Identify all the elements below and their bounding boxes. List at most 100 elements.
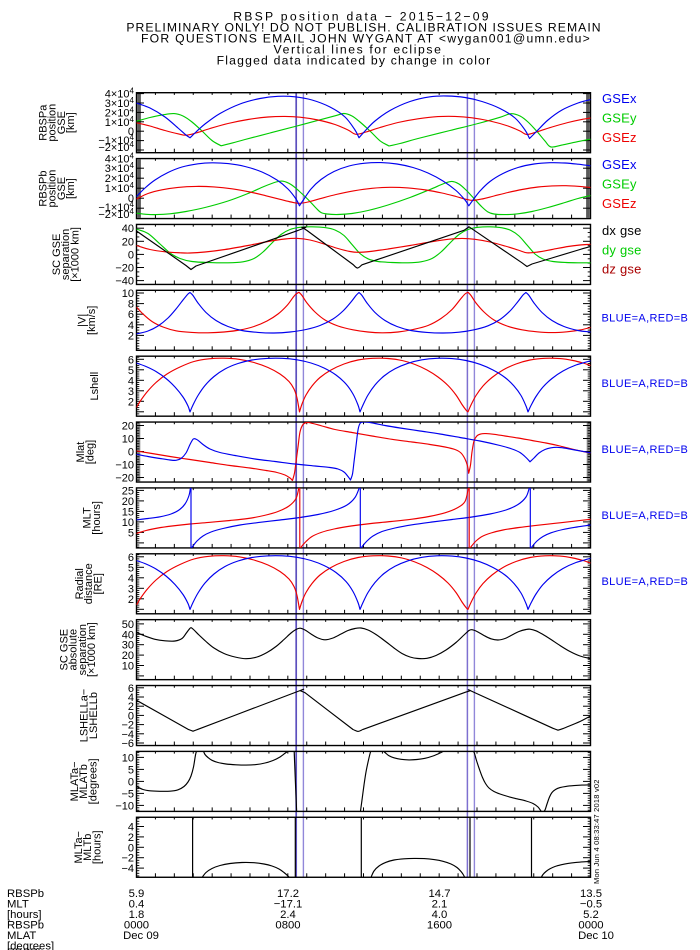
svg-text:3: 3 xyxy=(128,583,134,595)
svg-text:GSEy: GSEy xyxy=(602,111,637,126)
svg-text:20: 20 xyxy=(122,496,134,508)
svg-text:2: 2 xyxy=(128,832,134,844)
svg-text:4: 4 xyxy=(128,692,134,704)
svg-text:5: 5 xyxy=(128,562,134,574)
svg-text:30: 30 xyxy=(122,640,134,652)
svg-text:2: 2 xyxy=(128,330,134,342)
svg-text:40: 40 xyxy=(122,629,134,641)
svg-text:Dec 09: Dec 09 xyxy=(123,930,159,942)
svg-text:10: 10 xyxy=(122,517,134,529)
svg-text:SC GSE: SC GSE xyxy=(51,234,63,276)
svg-text:2.1: 2.1 xyxy=(432,899,448,911)
svg-text:0: 0 xyxy=(128,249,134,261)
svg-text:[km]: [km] xyxy=(65,178,77,199)
svg-text:RBSPa: RBSPa xyxy=(37,104,49,141)
svg-text:position: position xyxy=(47,170,59,208)
svg-text:RBSPb: RBSPb xyxy=(7,920,44,932)
svg-text:RBSPb: RBSPb xyxy=(7,888,44,900)
svg-text:RBSPb: RBSPb xyxy=(37,171,49,207)
svg-text:Dec 10: Dec 10 xyxy=(578,930,614,942)
svg-text:dy gse: dy gse xyxy=(602,242,642,257)
svg-text:0000: 0000 xyxy=(124,920,149,932)
svg-text:10: 10 xyxy=(122,661,134,673)
svg-text:position: position xyxy=(47,104,59,142)
svg-text:dz gse: dz gse xyxy=(602,262,642,277)
svg-text:BLUE=A,RED=B: BLUE=A,RED=B xyxy=(602,312,689,324)
svg-text:GSEx: GSEx xyxy=(602,157,637,172)
svg-text:GSE: GSE xyxy=(56,111,68,134)
svg-text:MLTa−: MLTa− xyxy=(73,831,85,864)
svg-text:Vertical lines for eclipse: Vertical lines for eclipse xyxy=(274,43,443,57)
svg-text:[hours]: [hours] xyxy=(7,909,42,921)
svg-text:MLTb: MLTb xyxy=(82,834,94,861)
svg-text:20: 20 xyxy=(122,236,134,248)
svg-text:−10: −10 xyxy=(115,800,134,812)
svg-text:−1×104: −1×104 xyxy=(98,133,134,147)
svg-text:separation: separation xyxy=(60,229,72,280)
svg-text:6: 6 xyxy=(128,309,134,321)
svg-text:−6: −6 xyxy=(121,738,134,750)
svg-text:25: 25 xyxy=(122,485,134,497)
svg-text:5: 5 xyxy=(128,527,134,539)
svg-text:4: 4 xyxy=(128,822,134,834)
svg-text:SC GSE: SC GSE xyxy=(58,629,70,671)
svg-text:14.7: 14.7 xyxy=(429,888,451,900)
svg-text:4×104: 4×104 xyxy=(105,87,135,101)
svg-text:[RE]: [RE] xyxy=(92,573,104,594)
svg-text:−1×104: −1×104 xyxy=(98,200,134,214)
svg-text:13.5: 13.5 xyxy=(580,888,602,900)
svg-text:1.8: 1.8 xyxy=(129,909,145,921)
svg-text:0: 0 xyxy=(128,126,134,138)
svg-text:GSE: GSE xyxy=(56,177,68,200)
svg-text:LSHELLa−: LSHELLa− xyxy=(79,689,91,743)
svg-text:10: 10 xyxy=(122,288,134,300)
svg-text:[km]: [km] xyxy=(65,112,77,133)
svg-text:−5: −5 xyxy=(121,788,134,800)
svg-text:−20: −20 xyxy=(115,473,134,485)
svg-text:[×1000 km]: [×1000 km] xyxy=(69,227,81,282)
svg-text:0: 0 xyxy=(128,842,134,854)
svg-text:−2: −2 xyxy=(121,720,134,732)
svg-text:0800: 0800 xyxy=(275,920,300,932)
svg-text:2: 2 xyxy=(128,701,134,713)
svg-text:[degrees]: [degrees] xyxy=(7,941,54,950)
svg-text:5: 5 xyxy=(128,764,134,776)
svg-text:0000: 0000 xyxy=(578,920,603,932)
svg-text:0: 0 xyxy=(128,776,134,788)
svg-text:5.2: 5.2 xyxy=(583,909,599,921)
svg-text:[hours]: [hours] xyxy=(91,501,103,535)
svg-text:6: 6 xyxy=(128,683,134,695)
svg-text:[km/s]: [km/s] xyxy=(86,306,98,335)
svg-text:0: 0 xyxy=(128,447,134,459)
svg-text:0: 0 xyxy=(128,193,134,205)
svg-text:BLUE=A,RED=B: BLUE=A,RED=B xyxy=(602,510,689,522)
svg-text:3×104: 3×104 xyxy=(105,96,135,110)
svg-text:|V|: |V| xyxy=(77,314,89,327)
svg-text:−10: −10 xyxy=(115,460,134,472)
svg-text:2×104: 2×104 xyxy=(105,171,135,185)
svg-text:GSEz: GSEz xyxy=(602,196,637,211)
svg-text:6: 6 xyxy=(128,354,134,366)
svg-text:2.4: 2.4 xyxy=(280,909,296,921)
svg-text:40: 40 xyxy=(122,223,134,235)
svg-text:4: 4 xyxy=(128,573,134,585)
svg-text:1×104: 1×104 xyxy=(105,181,135,195)
svg-text:−17.1: −17.1 xyxy=(274,899,303,911)
svg-text:−4: −4 xyxy=(121,729,134,741)
svg-text:dx gse: dx gse xyxy=(602,223,642,238)
svg-text:20: 20 xyxy=(122,421,134,433)
svg-text:FOR QUESTIONS EMAIL JOHN WYGAN: FOR QUESTIONS EMAIL JOHN WYGANT AT <wyga… xyxy=(141,32,591,46)
svg-text:LSHELLb: LSHELLb xyxy=(88,692,100,739)
svg-text:5: 5 xyxy=(128,365,134,377)
svg-text:8: 8 xyxy=(128,299,134,311)
svg-text:3×104: 3×104 xyxy=(105,161,135,175)
svg-text:BLUE=A,RED=B: BLUE=A,RED=B xyxy=(602,444,689,456)
svg-text:PRELIMINARY ONLY! DO NOT PUBLI: PRELIMINARY ONLY! DO NOT PUBLISH. CALIBR… xyxy=(126,21,601,35)
svg-text:10: 10 xyxy=(122,752,134,764)
svg-text:−2×104: −2×104 xyxy=(98,140,134,154)
svg-text:20: 20 xyxy=(122,650,134,662)
svg-text:−2×104: −2×104 xyxy=(98,207,134,221)
svg-text:Radial: Radial xyxy=(74,568,86,599)
svg-text:−0.5: −0.5 xyxy=(580,899,602,911)
svg-text:2: 2 xyxy=(128,396,134,408)
